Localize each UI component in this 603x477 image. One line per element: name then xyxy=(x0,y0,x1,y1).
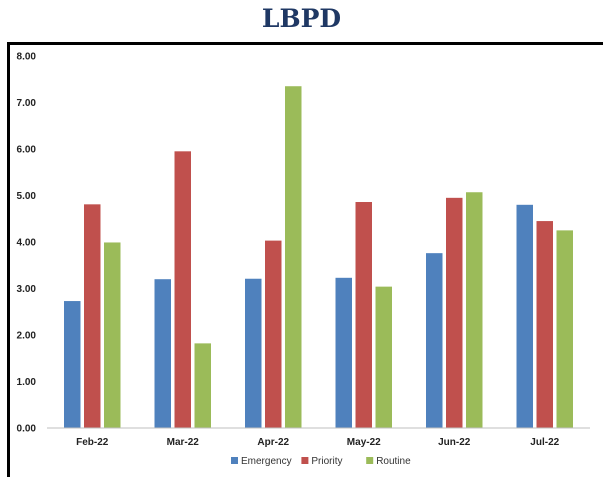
legend-label-emergency: Emergency xyxy=(241,456,292,467)
y-tick-label: 8.00 xyxy=(17,52,37,63)
bars xyxy=(64,86,573,428)
bar-priority-apr-22 xyxy=(265,240,282,428)
bar-routine-jul-22 xyxy=(556,230,573,428)
legend-swatch-routine xyxy=(366,457,374,464)
chart-title: LBPD xyxy=(261,4,342,33)
legend: Emergency Priority Routine xyxy=(231,456,411,467)
bar-routine-may-22 xyxy=(375,286,392,428)
legend-label-priority: Priority xyxy=(311,456,342,467)
bar-emergency-mar-22 xyxy=(154,279,171,428)
x-tick-label: Mar-22 xyxy=(167,437,200,448)
bar-routine-mar-22 xyxy=(194,343,211,428)
x-tick-label: Feb-22 xyxy=(76,437,109,448)
y-tick-label: 4.00 xyxy=(17,238,37,249)
bar-emergency-jul-22 xyxy=(516,204,533,428)
bar-emergency-apr-22 xyxy=(245,278,262,428)
y-tick-label: 2.00 xyxy=(17,331,37,342)
y-tick-label: 6.00 xyxy=(17,145,37,156)
x-axis: Feb-22 Mar-22 Apr-22 May-22 Jun-22 Jul-22 xyxy=(47,427,590,448)
bar-routine-feb-22 xyxy=(104,242,121,428)
y-tick-label: 5.00 xyxy=(17,191,37,202)
y-axis: 0.00 1.00 2.00 3.00 4.00 5.00 6.00 7.00 8.00 xyxy=(17,52,37,435)
legend-swatch-priority xyxy=(301,457,309,464)
y-tick-label: 3.00 xyxy=(17,284,37,295)
x-tick-label: Jul-22 xyxy=(530,437,559,448)
legend-label-routine: Routine xyxy=(376,456,411,467)
bar-emergency-jun-22 xyxy=(426,253,443,428)
bar-priority-may-22 xyxy=(355,202,372,428)
legend-swatch-emergency xyxy=(231,457,238,464)
bar-emergency-feb-22 xyxy=(64,301,81,428)
chart-frame xyxy=(7,42,603,477)
bar-priority-jun-22 xyxy=(446,197,463,428)
bar-routine-apr-22 xyxy=(285,86,302,428)
bar-priority-mar-22 xyxy=(174,151,191,428)
bar-priority-feb-22 xyxy=(84,204,101,428)
bar-priority-jul-22 xyxy=(536,221,553,428)
x-tick-label: Jun-22 xyxy=(438,437,471,448)
y-tick-label: 7.00 xyxy=(17,98,37,109)
x-tick-label: Apr-22 xyxy=(257,437,289,448)
x-tick-label: May-22 xyxy=(347,437,381,448)
y-tick-label: 0.00 xyxy=(17,424,37,435)
bar-emergency-may-22 xyxy=(335,277,352,428)
bar-routine-jun-22 xyxy=(466,192,483,428)
y-tick-label: 1.00 xyxy=(17,377,37,388)
